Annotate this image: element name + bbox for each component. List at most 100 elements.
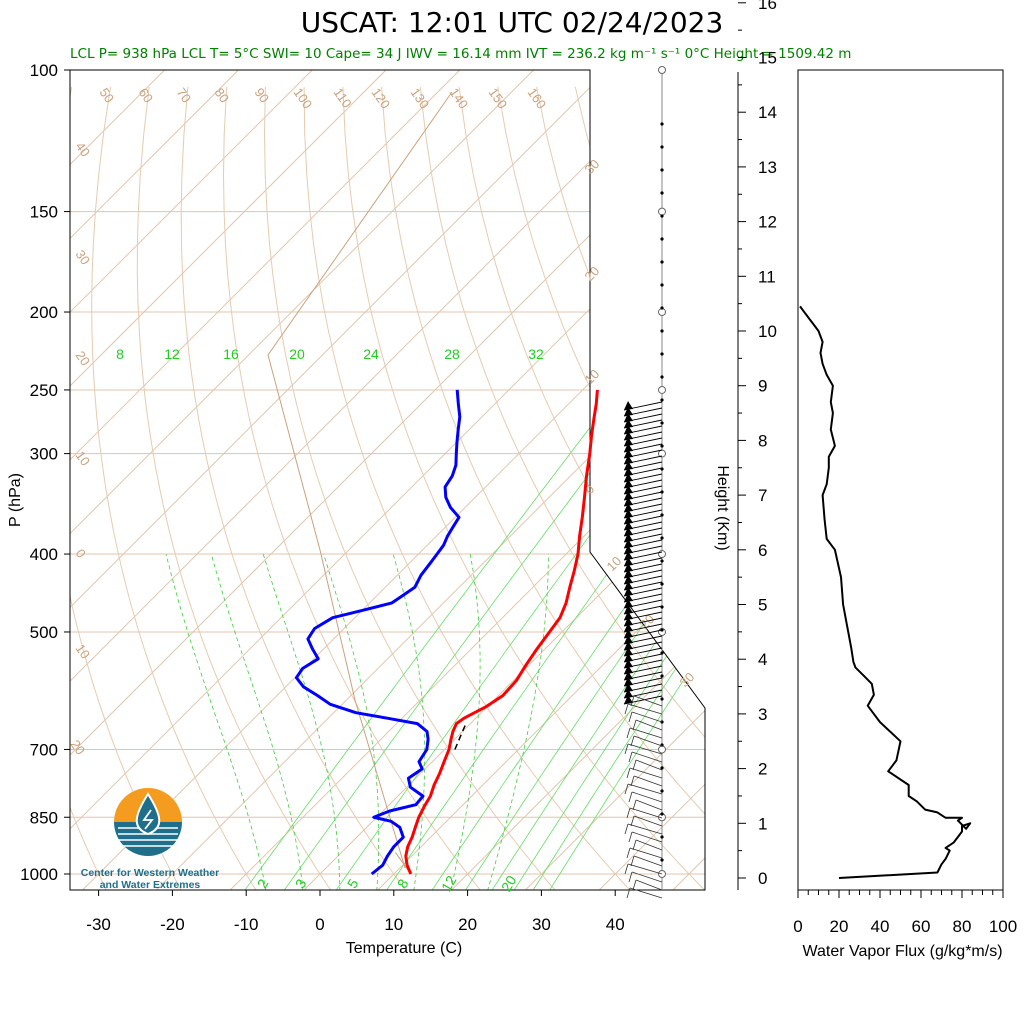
- wind-barb-flag: [624, 467, 633, 476]
- p-tick-label: 700: [30, 740, 58, 759]
- level-dot: [660, 191, 664, 195]
- mixing-ratio-label: 12: [438, 873, 460, 895]
- chart-title: USCAT: 12:01 UTC 02/24/2023: [300, 6, 724, 39]
- height-tick-label: 13: [758, 158, 777, 177]
- wind-barb: [627, 863, 663, 875]
- x-tick-label: -30: [86, 915, 111, 934]
- mixing-ratio-line: [385, 389, 705, 890]
- level-dot: [660, 375, 664, 379]
- dry-adiabat: [574, 86, 705, 890]
- x-tick-label: 30: [532, 915, 551, 934]
- dry-adiabat: [70, 86, 183, 890]
- mixing-ratio-line: [491, 389, 705, 890]
- height-tick-label: 11: [758, 267, 776, 286]
- mixing-ratio-label: 16: [223, 346, 239, 362]
- wind-barb-flag: [624, 659, 633, 668]
- logo-water: [114, 822, 182, 856]
- dry-adiabat: [613, 86, 705, 890]
- dry-adiabat: [91, 86, 257, 890]
- parcel-dashed: [454, 723, 467, 750]
- height-axis-title: Height (Km): [714, 465, 731, 550]
- wind-barb-flag: [624, 527, 633, 536]
- wind-barb-feather: [624, 743, 629, 755]
- dry-adiabat: [652, 86, 705, 890]
- isotherm-line: [450, 70, 705, 890]
- flux-axis-title: Water Vapor Flux (g/kg*m/s): [802, 943, 1002, 960]
- wind-barb-feather: [632, 799, 637, 811]
- wind-barb-flag: [624, 401, 633, 410]
- wind-barb-flag: [624, 575, 633, 584]
- wind-barb-feather: [630, 695, 635, 707]
- profiles: [267, 91, 599, 876]
- wind-barb-flag: [624, 605, 633, 614]
- wind-barb-flag: [624, 587, 633, 596]
- wind-barb-flag: [624, 635, 633, 644]
- level-dot: [660, 214, 664, 218]
- height-tick-label: 3: [758, 705, 767, 724]
- level-dot: [660, 559, 664, 563]
- level-dot: [660, 444, 664, 448]
- wind-barb-feather: [632, 839, 637, 851]
- wind-barb-flag: [624, 593, 633, 602]
- water-vapor-flux-panel: 0 20 40 60 80 100 Water Vapor Flux (g/kg*m/s): [793, 69, 1017, 960]
- isotherm-line: [70, 70, 331, 890]
- wind-calm-circle: [658, 550, 666, 559]
- wind-barb-flag: [624, 407, 633, 416]
- wind-barb: [629, 767, 663, 779]
- flux-profile: [799, 305, 972, 879]
- wind-barb: [627, 823, 663, 835]
- height-tick-label: 10: [758, 322, 777, 341]
- wind-barb: [633, 695, 663, 707]
- moist-adiabat: [262, 553, 341, 890]
- isotherm-label: 20: [582, 263, 603, 284]
- mixing-ratio-label: 20: [289, 346, 305, 362]
- level-dot: [660, 835, 664, 839]
- wind-barb: [633, 775, 663, 787]
- wind-barb: [635, 719, 663, 731]
- height-tick-label: 6: [758, 541, 767, 560]
- wind-barb-flag: [624, 551, 633, 560]
- dewpoint-profile: [294, 389, 462, 876]
- dry-adiabat: [846, 87, 1024, 891]
- mixing-ratio-label: 32: [528, 346, 544, 362]
- isotherm-line: [302, 70, 705, 890]
- wind-barb-feather: [632, 759, 637, 771]
- y-axis-title: P (hPa): [7, 473, 24, 527]
- wind-barb-flag: [624, 629, 633, 638]
- level-dot: [660, 398, 664, 402]
- wind-barb-flag: [624, 671, 633, 680]
- isotherm-line: [70, 70, 479, 890]
- wind-barb-flag: [624, 419, 633, 428]
- p-tick-label: 400: [30, 545, 58, 564]
- mixing-ratio-line: [335, 389, 698, 890]
- x-tick-label: 20: [458, 915, 477, 934]
- dry-adiabat-label: 60: [136, 85, 157, 105]
- logo-text-line1: Center for Western Weather: [80, 867, 220, 879]
- mixing-ratio-line: [243, 389, 620, 890]
- isotherm-label: 40: [73, 139, 94, 159]
- thermo-background: 50 60 70 80 90 100 110 120 130 140 150 160403020100…: [68, 69, 1024, 895]
- wind-barb-flag: [624, 545, 633, 554]
- wind-barb: [631, 711, 663, 723]
- wind-barb: [631, 751, 663, 763]
- wind-barb-feather: [630, 855, 635, 867]
- dry-adiabat: [497, 86, 705, 890]
- wind-barb-feather: [624, 703, 629, 715]
- x-tick-label: 40: [606, 915, 625, 934]
- p-tick-label: 250: [30, 381, 58, 400]
- mixing-ratio-label: 8: [116, 346, 124, 362]
- wind-barb-flag: [624, 611, 633, 620]
- wind-barb-flag: [624, 569, 633, 578]
- isotherm-line: [81, 70, 705, 890]
- wind-barb: [635, 879, 663, 891]
- dry-adiabat-label: 70: [174, 85, 195, 105]
- height-tick-label: 2: [758, 760, 767, 779]
- p-tick-label: 150: [30, 203, 58, 222]
- isotherm-label: 30: [582, 156, 603, 177]
- isotherm-line: [70, 70, 700, 890]
- isotherm-label: 0: [73, 546, 89, 561]
- wind-barb-feather: [626, 727, 631, 739]
- dry-adiabat-label: 140: [447, 85, 472, 111]
